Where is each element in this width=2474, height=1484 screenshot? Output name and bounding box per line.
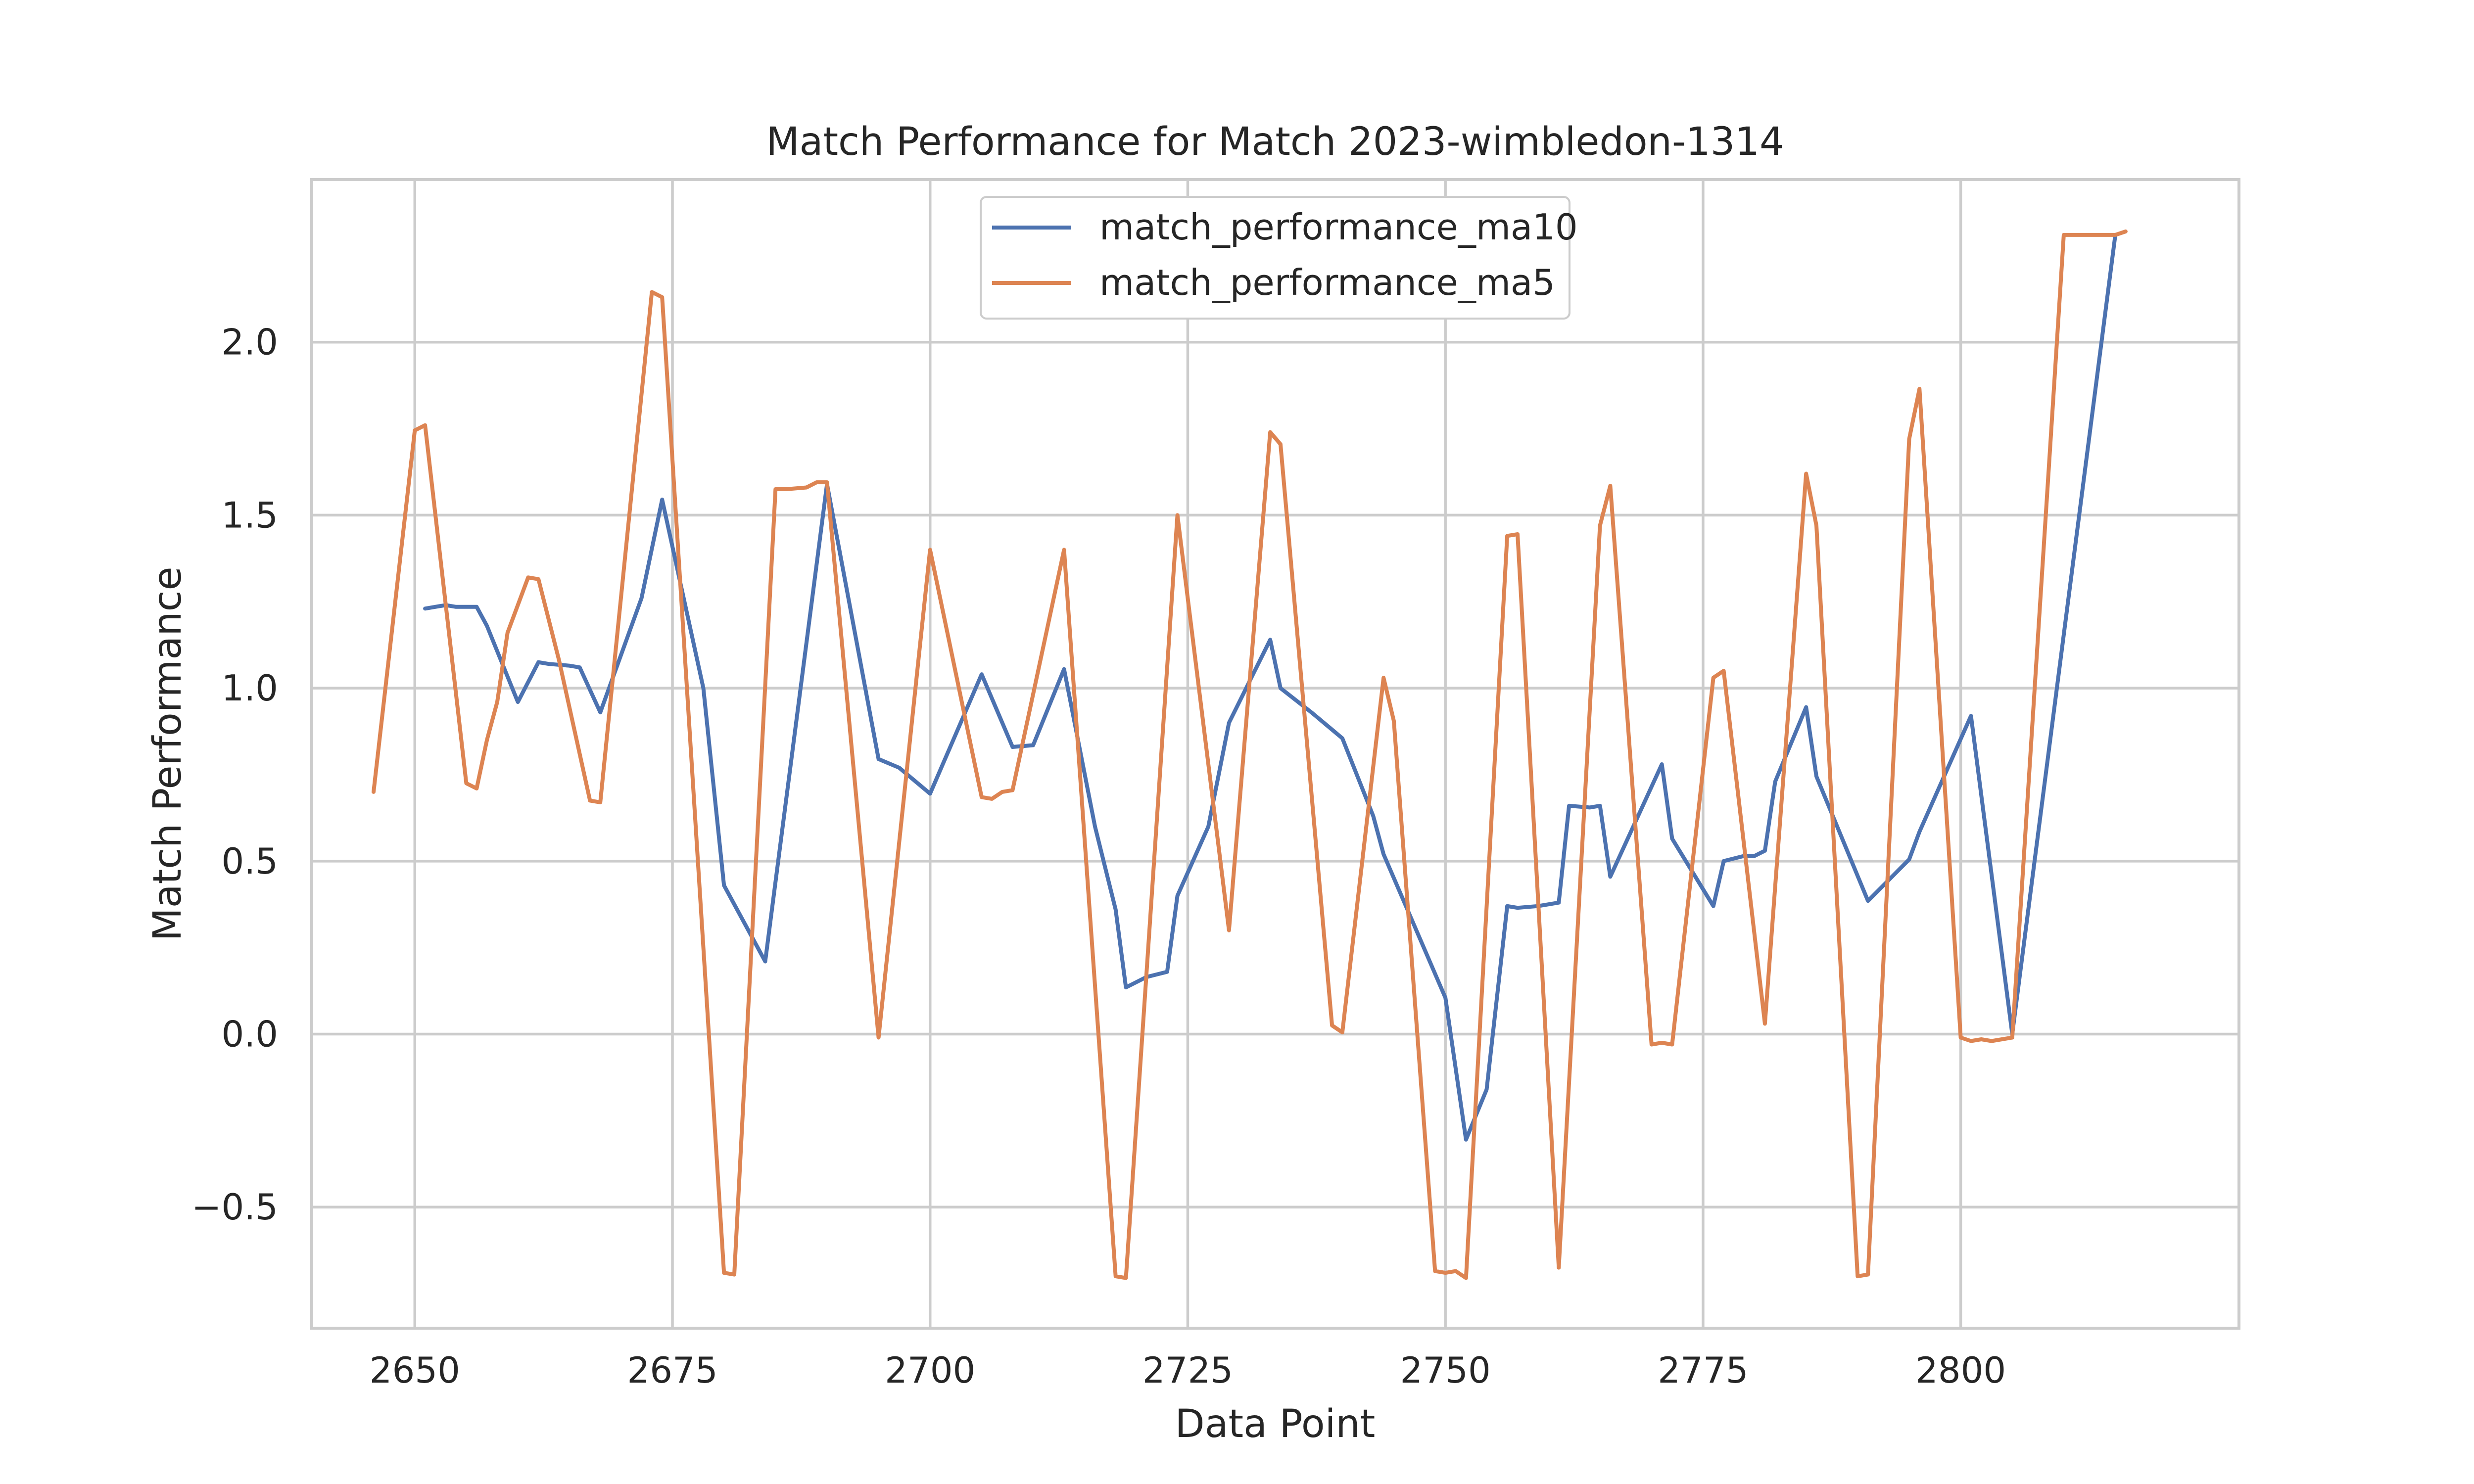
legend-label-ma10: match_performance_ma10: [1099, 206, 1578, 248]
legend-box: [980, 196, 1570, 320]
y-axis-ticks: −0.5 0.0 0.5 1.0 1.5 2.0: [191, 322, 278, 1228]
series-line-ma5: [372, 229, 2128, 1280]
chart-title: Match Performance for Match 2023-wimbled…: [766, 120, 1784, 164]
y-tick-label: 1.0: [221, 667, 278, 709]
y-axis-label: Match Performance: [145, 566, 190, 941]
x-tick-label: 2650: [370, 1349, 460, 1391]
series-layer: [372, 229, 2128, 1280]
plot-area: [310, 178, 2240, 1330]
x-tick-label: 2750: [1400, 1349, 1491, 1391]
y-tick-label: 2.0: [221, 322, 278, 363]
legend: match_performance_ma10 match_performance…: [980, 196, 1578, 320]
x-axis-label: Data Point: [1175, 1402, 1376, 1446]
y-tick-label: 0.0: [221, 1014, 278, 1055]
y-tick-label: 1.5: [221, 494, 278, 536]
y-tick-label: −0.5: [191, 1186, 278, 1228]
x-tick-label: 2725: [1142, 1349, 1233, 1391]
x-axis-ticks: 2650 2675 2700 2725 2750 2775 2800: [370, 1349, 2006, 1391]
x-tick-label: 2675: [627, 1349, 717, 1391]
y-tick-label: 0.5: [221, 840, 278, 882]
legend-label-ma5: match_performance_ma5: [1099, 262, 1555, 303]
x-tick-label: 2700: [885, 1349, 975, 1391]
x-tick-label: 2800: [1915, 1349, 2006, 1391]
x-tick-label: 2775: [1658, 1349, 1748, 1391]
